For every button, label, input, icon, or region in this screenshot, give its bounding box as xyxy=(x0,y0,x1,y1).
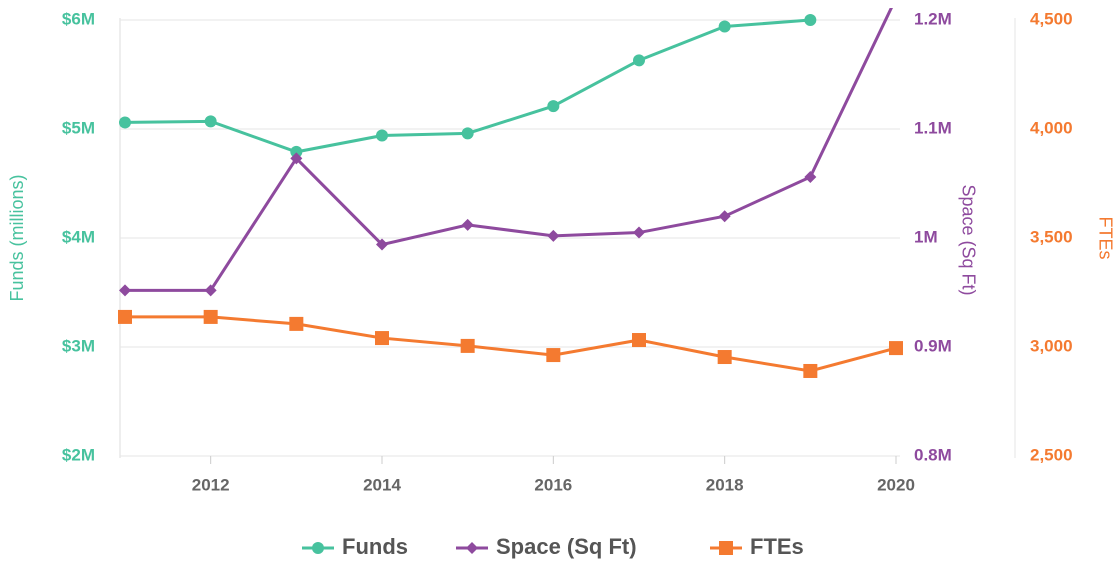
marker xyxy=(466,542,478,554)
marker xyxy=(889,341,903,356)
y-tick-label: 4,000 xyxy=(1030,118,1073,137)
x-tick-label: 2016 xyxy=(534,475,572,494)
marker xyxy=(118,309,132,324)
series-line xyxy=(125,315,897,373)
y-tick-label: 1.1M xyxy=(914,118,952,137)
marker xyxy=(719,541,733,555)
y-tick-label: 3,500 xyxy=(1030,227,1073,246)
marker xyxy=(718,20,731,33)
x-tick-label: 2020 xyxy=(877,475,915,494)
marker xyxy=(289,316,304,331)
marker xyxy=(376,129,388,142)
marker xyxy=(290,145,303,158)
marker xyxy=(632,333,646,348)
y-tick-label: 1M xyxy=(914,227,938,246)
marker xyxy=(460,338,475,353)
y-tick-label: $6M xyxy=(62,9,95,28)
marker xyxy=(633,54,645,67)
legend-label: Space (Sq Ft) xyxy=(496,534,637,559)
marker xyxy=(119,116,131,129)
marker xyxy=(203,309,218,324)
marker xyxy=(718,210,731,223)
legend-label: Funds xyxy=(342,534,408,559)
y-tick-label: 1.2M xyxy=(914,9,952,28)
marker xyxy=(633,226,645,239)
plot xyxy=(118,8,903,378)
marker xyxy=(546,348,561,363)
y3-axis-title: FTEs xyxy=(1095,217,1115,260)
marker xyxy=(804,170,817,183)
marker xyxy=(717,350,732,365)
series-line xyxy=(125,8,893,292)
marker xyxy=(290,152,303,165)
x-tick-label: 2018 xyxy=(706,475,744,494)
y2-axis-title: Space (Sq Ft) xyxy=(958,184,978,295)
marker xyxy=(375,331,389,346)
y-tick-label: 4,500 xyxy=(1030,9,1073,28)
y-tick-label: 2,500 xyxy=(1030,445,1073,464)
marker xyxy=(547,229,560,242)
marker xyxy=(803,363,818,378)
marker xyxy=(376,238,388,251)
marker xyxy=(119,284,131,297)
y-tick-label: 0.9M xyxy=(914,336,952,355)
x-tick-label: 2012 xyxy=(192,475,230,494)
y-tick-label: $5M xyxy=(62,118,95,137)
marker xyxy=(312,542,324,554)
marker xyxy=(461,127,474,140)
y-tick-label: 3,000 xyxy=(1030,336,1073,355)
marker xyxy=(204,284,217,297)
y-tick-label: $3M xyxy=(62,336,95,355)
y-tick-label: $4M xyxy=(62,227,95,246)
y-axis-title: Funds (millions) xyxy=(7,174,27,301)
marker xyxy=(204,115,217,128)
x-tick-label: 2014 xyxy=(363,475,401,494)
marker xyxy=(547,100,560,113)
y-tick-label: $2M xyxy=(62,445,95,464)
y-tick-label: 0.8M xyxy=(914,445,952,464)
marker xyxy=(804,14,817,26)
marker xyxy=(461,218,474,231)
legend-label: FTEs xyxy=(750,534,804,559)
